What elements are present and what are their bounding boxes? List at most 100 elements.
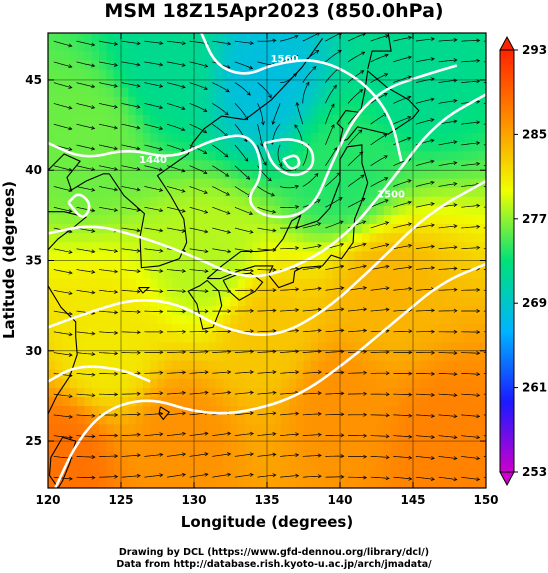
temperature-cell bbox=[99, 151, 107, 161]
temperature-cell bbox=[310, 105, 319, 116]
streamline bbox=[415, 38, 435, 42]
temperature-cell bbox=[449, 78, 458, 89]
temperature-cell bbox=[274, 242, 283, 252]
temperature-cell bbox=[48, 406, 56, 416]
temperature-cell bbox=[296, 433, 305, 444]
temperature-cell bbox=[383, 160, 392, 171]
streamline-arrowhead bbox=[453, 58, 458, 63]
temperature-cell bbox=[354, 60, 363, 70]
temperature-cell bbox=[113, 114, 122, 125]
temperature-cell bbox=[208, 342, 217, 353]
temperature-cell bbox=[128, 315, 137, 325]
temperature-cell bbox=[442, 251, 451, 262]
temperature-cell bbox=[259, 233, 268, 243]
temperature-cell bbox=[267, 369, 275, 380]
temperature-cell bbox=[281, 187, 290, 198]
temperature-cell bbox=[84, 87, 93, 98]
temperature-cell bbox=[157, 333, 166, 343]
streamline-arrowhead bbox=[113, 208, 119, 212]
temperature-cell bbox=[208, 42, 217, 52]
temperature-cell bbox=[340, 196, 348, 207]
temperature-cell bbox=[150, 42, 159, 52]
temperature-cell bbox=[332, 269, 341, 280]
temperature-cell bbox=[48, 260, 56, 271]
streamline-arrowhead bbox=[113, 187, 119, 192]
temperature-cell bbox=[267, 287, 275, 298]
temperature-cell bbox=[383, 233, 392, 243]
temperature-cell bbox=[179, 160, 188, 171]
temperature-cell bbox=[274, 205, 283, 216]
streamline-arrowhead bbox=[267, 94, 272, 99]
streamline-arrowhead bbox=[295, 246, 300, 251]
temperature-cell bbox=[157, 114, 166, 125]
streamline bbox=[76, 372, 95, 376]
temperature-cell bbox=[310, 78, 319, 89]
temperature-cell bbox=[456, 133, 465, 143]
temperature-cell bbox=[48, 78, 56, 89]
temperature-cell bbox=[121, 333, 129, 343]
temperature-cell bbox=[427, 315, 436, 325]
temperature-cell bbox=[449, 469, 458, 480]
streamline bbox=[415, 476, 435, 480]
temperature-cell bbox=[361, 369, 370, 380]
temperature-cell bbox=[471, 169, 480, 180]
temperature-cell bbox=[142, 133, 151, 143]
streamline bbox=[280, 54, 298, 63]
temperature-cell bbox=[347, 196, 356, 207]
temperature-cell bbox=[420, 196, 429, 207]
streamline-arrowhead bbox=[68, 250, 73, 254]
temperature-cell bbox=[288, 187, 297, 198]
temperature-cell bbox=[376, 397, 385, 407]
temperature-cell bbox=[478, 133, 486, 143]
temperature-cell bbox=[194, 287, 202, 298]
temperature-cell bbox=[55, 378, 64, 389]
temperature-cell bbox=[383, 478, 392, 488]
temperature-cell bbox=[413, 187, 421, 198]
streamline bbox=[166, 392, 186, 395]
streamline bbox=[370, 476, 390, 479]
temperature-cell bbox=[376, 233, 385, 243]
streamline-arrowhead bbox=[136, 248, 141, 253]
temperature-cell bbox=[303, 187, 312, 198]
streamline bbox=[393, 435, 412, 438]
temperature-cell bbox=[464, 260, 472, 271]
streamline bbox=[212, 330, 231, 333]
streamline bbox=[302, 434, 322, 436]
height-contour bbox=[282, 154, 301, 170]
streamline-arrowhead bbox=[227, 288, 232, 294]
temperature-cell bbox=[310, 351, 319, 362]
temperature-cell bbox=[347, 105, 356, 116]
streamline-arrowhead bbox=[250, 308, 255, 313]
temperature-cell bbox=[201, 224, 210, 234]
temperature-cell bbox=[179, 460, 188, 471]
temperature-cell bbox=[172, 51, 180, 61]
temperature-cell bbox=[55, 397, 64, 407]
temperature-cell bbox=[150, 60, 159, 70]
temperature-cell bbox=[252, 460, 261, 471]
temperature-cell bbox=[369, 124, 378, 134]
streamline-arrowhead bbox=[272, 349, 277, 354]
temperature-cell bbox=[106, 351, 115, 362]
streamline-arrowhead bbox=[224, 153, 229, 158]
temperature-cell bbox=[99, 315, 107, 325]
temperature-cell bbox=[69, 296, 78, 307]
temperature-cell bbox=[376, 178, 385, 189]
streamline bbox=[415, 310, 435, 312]
temperature-cell bbox=[106, 169, 115, 180]
streamline bbox=[144, 165, 163, 171]
temperature-cell bbox=[194, 451, 202, 462]
temperature-cell bbox=[99, 205, 107, 216]
temperature-cell bbox=[434, 269, 443, 280]
temperature-cell bbox=[434, 351, 443, 362]
temperature-cell bbox=[318, 187, 326, 198]
temperature-cell bbox=[347, 415, 356, 425]
temperature-cell bbox=[332, 42, 341, 52]
temperature-cell bbox=[142, 105, 151, 116]
temperature-cell bbox=[135, 315, 144, 325]
temperature-cell bbox=[325, 133, 334, 143]
temperature-cell bbox=[478, 278, 486, 289]
temperature-cell bbox=[398, 306, 407, 316]
streamline bbox=[166, 269, 186, 272]
streamline-arrowhead bbox=[330, 124, 335, 129]
temperature-cell bbox=[296, 42, 305, 52]
